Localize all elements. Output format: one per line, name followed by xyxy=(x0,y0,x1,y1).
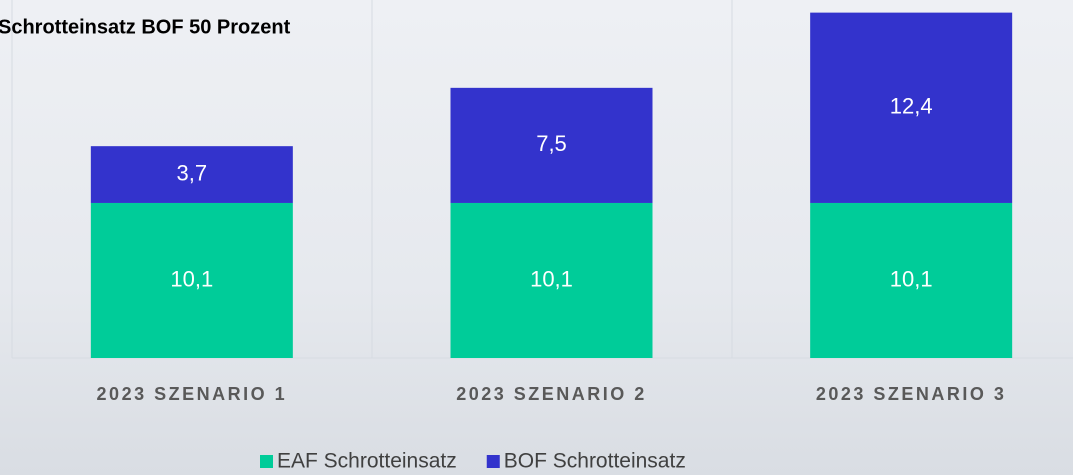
legend-swatch xyxy=(260,455,273,468)
bar-segment xyxy=(810,12,1013,203)
legend-label: BOF Schrotteinsatz xyxy=(504,450,686,473)
x-tick-label: 2023 SZENARIO 1 xyxy=(97,384,288,404)
x-tick-label: 2023 SZENARIO 2 xyxy=(456,384,647,404)
bar-segment xyxy=(90,146,293,203)
value-label: 10,1 xyxy=(530,266,573,291)
legend-label: EAF Schrotteinsatz xyxy=(277,450,457,473)
value-label: 12,4 xyxy=(890,94,933,119)
legend-swatch xyxy=(486,455,500,468)
chart-title: Schrotteinsatz BOF 50 Prozent xyxy=(0,16,291,38)
x-tick-label: 2023 SZENARIO 3 xyxy=(816,384,1007,404)
bar-segment xyxy=(90,202,293,358)
bar-segment xyxy=(810,202,1013,358)
value-label: 10,1 xyxy=(890,266,933,291)
value-label: 7,5 xyxy=(536,131,567,156)
value-label: 3,7 xyxy=(177,160,208,185)
value-label: 10,1 xyxy=(170,266,213,291)
bar-segment xyxy=(450,202,653,358)
bar-segment xyxy=(450,87,653,203)
